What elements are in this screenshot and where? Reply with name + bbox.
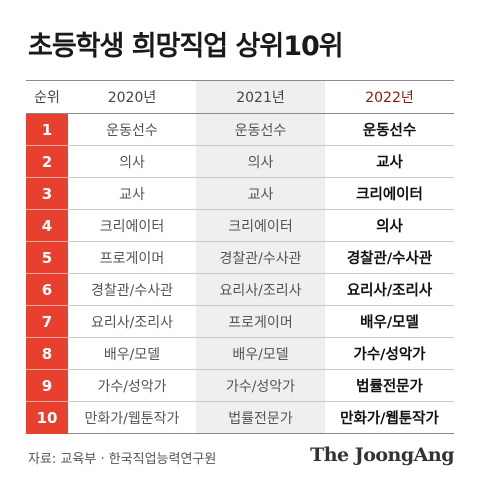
rank-cell: 2	[26, 145, 68, 178]
cell-2021: 가수/성악가	[196, 369, 325, 402]
chart-title: 초등학생 희망직업 상위10위	[28, 31, 344, 62]
cell-2020: 만화가/웹툰작가	[68, 401, 196, 434]
rank-cell: 5	[26, 241, 68, 274]
table-row: 3 교사 교사 크리에이터	[26, 177, 454, 210]
cell-2021: 크리에이터	[196, 209, 325, 242]
table-row: 9 가수/성악가 가수/성악가 법률전문가	[26, 369, 454, 402]
cell-2022: 법률전문가	[325, 369, 454, 402]
source-note: 자료: 교육부 · 한국직업능력연구원	[28, 452, 217, 467]
cell-2020: 가수/성악가	[68, 369, 196, 402]
cell-2020: 의사	[68, 145, 196, 178]
cell-2022: 운동선수	[325, 113, 454, 146]
ranking-table: 순위 2020년 2021년 2022년 1 운동선수 운동선수 운동선수 2 의사 의사 교…	[26, 80, 454, 434]
rank-cell: 6	[26, 273, 68, 306]
cell-2020: 프로게이머	[68, 241, 196, 274]
rank-cell: 7	[26, 305, 68, 338]
cell-2021: 요리사/조리사	[196, 273, 325, 306]
table-row: 2 의사 의사 교사	[26, 145, 454, 178]
cell-2020: 배우/모델	[68, 337, 196, 370]
table-row: 7 요리사/조리사 프로게이머 배우/모델	[26, 305, 454, 338]
cell-2020: 크리에이터	[68, 209, 196, 242]
table-row: 5 프로게이머 경찰관/수사관 경찰관/수사관	[26, 241, 454, 274]
table-row: 8 배우/모델 배우/모델 가수/성악가	[26, 337, 454, 370]
rank-cell: 1	[26, 113, 68, 146]
cell-2021: 의사	[196, 145, 325, 178]
header-2021: 2021년	[196, 80, 325, 114]
rank-cell: 4	[26, 209, 68, 242]
table-body: 1 운동선수 운동선수 운동선수 2 의사 의사 교사 3 교사 교사 크리에이터 4 크리에이터 크리에이…	[26, 113, 454, 434]
cell-2020: 운동선수	[68, 113, 196, 146]
cell-2021: 배우/모델	[196, 337, 325, 370]
header-2020: 2020년	[68, 80, 196, 114]
table-row: 1 운동선수 운동선수 운동선수	[26, 113, 454, 146]
publisher-logo: The JoongAng	[310, 444, 454, 466]
cell-2021: 경찰관/수사관	[196, 241, 325, 274]
header-2022: 2022년	[325, 80, 454, 114]
cell-2021: 프로게이머	[196, 305, 325, 338]
cell-2022: 경찰관/수사관	[325, 241, 454, 274]
cell-2021: 운동선수	[196, 113, 325, 146]
table-row: 6 경찰관/수사관 요리사/조리사 요리사/조리사	[26, 273, 454, 306]
cell-2022: 교사	[325, 145, 454, 178]
rank-cell: 8	[26, 337, 68, 370]
cell-2021: 교사	[196, 177, 325, 210]
rank-cell: 3	[26, 177, 68, 210]
cell-2022: 의사	[325, 209, 454, 242]
cell-2022: 가수/성악가	[325, 337, 454, 370]
cell-2020: 교사	[68, 177, 196, 210]
cell-2020: 요리사/조리사	[68, 305, 196, 338]
table-row: 4 크리에이터 크리에이터 의사	[26, 209, 454, 242]
cell-2021: 법률전문가	[196, 401, 325, 434]
table-row: 10 만화가/웹툰작가 법률전문가 만화가/웹툰작가	[26, 401, 454, 434]
cell-2022: 만화가/웹툰작가	[325, 401, 454, 434]
rank-cell: 9	[26, 369, 68, 402]
cell-2022: 요리사/조리사	[325, 273, 454, 306]
cell-2022: 크리에이터	[325, 177, 454, 210]
cell-2022: 배우/모델	[325, 305, 454, 338]
table-header-row: 순위 2020년 2021년 2022년	[26, 80, 454, 114]
header-rank: 순위	[26, 80, 68, 114]
cell-2020: 경찰관/수사관	[68, 273, 196, 306]
rank-cell: 10	[26, 401, 68, 434]
